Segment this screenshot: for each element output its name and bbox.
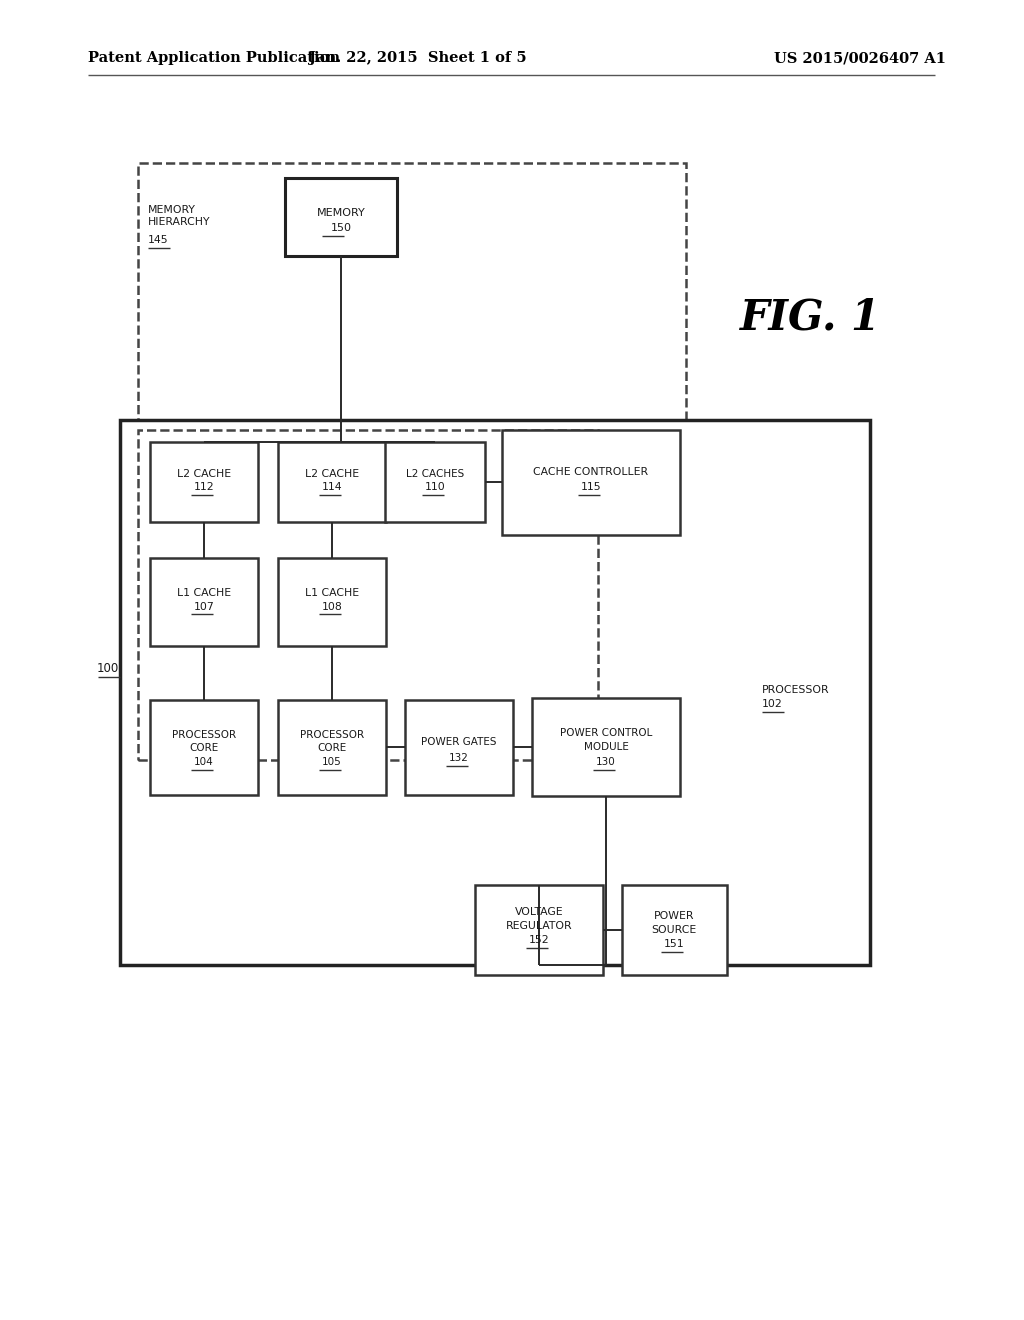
FancyBboxPatch shape [150, 442, 258, 521]
FancyBboxPatch shape [385, 442, 485, 521]
Text: POWER GATES: POWER GATES [421, 737, 497, 747]
FancyBboxPatch shape [278, 558, 386, 645]
Text: L1 CACHE: L1 CACHE [305, 587, 359, 598]
Text: 107: 107 [194, 602, 214, 612]
Text: 115: 115 [581, 482, 601, 492]
Text: L1 CACHE: L1 CACHE [177, 587, 231, 598]
FancyBboxPatch shape [138, 162, 686, 548]
Text: Jan. 22, 2015  Sheet 1 of 5: Jan. 22, 2015 Sheet 1 of 5 [309, 51, 526, 65]
Text: 150: 150 [331, 223, 351, 234]
FancyBboxPatch shape [502, 430, 680, 535]
Text: FIG. 1: FIG. 1 [739, 297, 881, 339]
Text: 105: 105 [323, 756, 342, 767]
Text: 100: 100 [97, 661, 119, 675]
Text: 145: 145 [148, 235, 169, 246]
Text: US 2015/0026407 A1: US 2015/0026407 A1 [774, 51, 946, 65]
FancyBboxPatch shape [150, 558, 258, 645]
Text: 152: 152 [528, 935, 549, 945]
FancyBboxPatch shape [532, 698, 680, 796]
Text: CORE: CORE [189, 743, 219, 752]
FancyBboxPatch shape [406, 700, 513, 795]
Text: SOURCE: SOURCE [651, 925, 696, 935]
FancyBboxPatch shape [150, 700, 258, 795]
Text: L2 CACHE: L2 CACHE [177, 469, 231, 479]
Text: PROCESSOR: PROCESSOR [762, 685, 829, 696]
Text: 132: 132 [450, 752, 469, 763]
Text: 108: 108 [322, 602, 342, 612]
FancyBboxPatch shape [285, 178, 397, 256]
Text: L2 CACHES: L2 CACHES [406, 469, 464, 479]
Text: 104: 104 [195, 756, 214, 767]
Text: 130: 130 [596, 756, 615, 767]
Text: 151: 151 [664, 939, 684, 949]
FancyBboxPatch shape [120, 420, 870, 965]
Text: MEMORY: MEMORY [316, 209, 366, 218]
FancyBboxPatch shape [622, 884, 727, 975]
Text: Patent Application Publication: Patent Application Publication [88, 51, 340, 65]
Text: MEMORY
HIERARCHY: MEMORY HIERARCHY [148, 205, 211, 227]
Text: 112: 112 [194, 482, 214, 492]
Text: REGULATOR: REGULATOR [506, 921, 572, 931]
Text: PROCESSOR: PROCESSOR [300, 730, 365, 741]
Text: 102: 102 [762, 700, 782, 709]
Text: CORE: CORE [317, 743, 347, 752]
Text: 110: 110 [425, 482, 445, 492]
FancyBboxPatch shape [475, 884, 603, 975]
Text: MODULE: MODULE [584, 742, 629, 752]
Text: POWER: POWER [653, 911, 694, 921]
Text: VOLTAGE: VOLTAGE [515, 907, 563, 917]
FancyBboxPatch shape [278, 700, 386, 795]
Text: 114: 114 [322, 482, 342, 492]
FancyBboxPatch shape [138, 430, 598, 760]
Text: L2 CACHE: L2 CACHE [305, 469, 359, 479]
Text: CACHE CONTROLLER: CACHE CONTROLLER [534, 467, 648, 477]
Text: PROCESSOR: PROCESSOR [172, 730, 237, 741]
FancyBboxPatch shape [278, 442, 386, 521]
Text: POWER CONTROL: POWER CONTROL [560, 729, 652, 738]
